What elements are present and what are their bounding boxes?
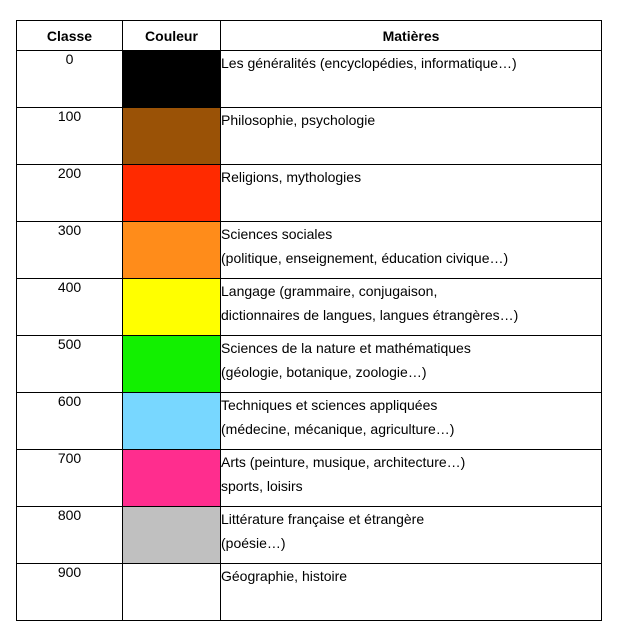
table-row: 100 Philosophie, psychologie (16, 107, 602, 165)
matieres-line-1: Arts (peinture, musique, architecture…) (221, 454, 466, 470)
matieres-cell: Techniques et sciences appliquées (médec… (220, 392, 602, 450)
color-swatch (122, 335, 221, 393)
matieres-line-1: Philosophie, psychologie (221, 112, 376, 128)
matieres-line-2: (médecine, mécanique, agriculture…) (221, 421, 455, 437)
matieres-line-2: sports, loisirs (221, 478, 303, 494)
matieres-line-2: dictionnaires de langues, langues étrang… (221, 307, 519, 323)
color-swatch (122, 506, 221, 564)
matieres-cell: Sciences de la nature et mathématiques (… (220, 335, 602, 393)
dewey-classification-table: Classe Couleur Matières 0 Les généralité… (16, 20, 602, 621)
table-row: 600 Techniques et sciences appliquées (m… (16, 392, 602, 450)
matieres-line-1: Littérature française et étrangère (221, 511, 425, 527)
matieres-line-1: Sciences sociales (221, 226, 333, 242)
table-row: 400 Langage (grammaire, conjugaison, dic… (16, 278, 602, 336)
classe-cell: 400 (16, 278, 123, 336)
table-row: 0 Les généralités (encyclopédies, inform… (16, 50, 602, 108)
matieres-cell: Les généralités (encyclopédies, informat… (220, 50, 602, 108)
matieres-line-1: Techniques et sciences appliquées (221, 397, 438, 413)
table-row: 200 Religions, mythologies (16, 164, 602, 222)
matieres-line-2: (géologie, botanique, zoologie…) (221, 364, 427, 380)
table-row: 700 Arts (peinture, musique, architectur… (16, 449, 602, 507)
table-row: 300 Sciences sociales (politique, enseig… (16, 221, 602, 279)
header-classe: Classe (16, 20, 123, 51)
classe-cell: 300 (16, 221, 123, 279)
matieres-line-1: Langage (grammaire, conjugaison, (221, 283, 438, 299)
table-row: 800 Littérature française et étrangère (… (16, 506, 602, 564)
color-swatch (122, 107, 221, 165)
classe-cell: 200 (16, 164, 123, 222)
matieres-line-2: (poésie…) (221, 535, 286, 551)
matieres-line-1: Géographie, histoire (221, 568, 348, 584)
matieres-line-2: (politique, enseignement, éducation civi… (221, 250, 509, 266)
header-matieres: Matières (220, 20, 602, 51)
matieres-cell: Langage (grammaire, conjugaison, diction… (220, 278, 602, 336)
color-swatch (122, 50, 221, 108)
table-row: 900 Géographie, histoire (16, 563, 602, 621)
color-swatch (122, 392, 221, 450)
matieres-line-1: Sciences de la nature et mathématiques (221, 340, 471, 356)
classe-cell: 800 (16, 506, 123, 564)
table-row: 500 Sciences de la nature et mathématiqu… (16, 335, 602, 393)
matieres-line-1: Religions, mythologies (221, 169, 362, 185)
color-swatch (122, 278, 221, 336)
matieres-cell: Géographie, histoire (220, 563, 602, 621)
classe-cell: 0 (16, 50, 123, 108)
header-row: Classe Couleur Matières (16, 20, 602, 51)
matieres-cell: Arts (peinture, musique, architecture…) … (220, 449, 602, 507)
classe-cell: 100 (16, 107, 123, 165)
color-swatch (122, 563, 221, 621)
color-swatch (122, 164, 221, 222)
matieres-cell: Religions, mythologies (220, 164, 602, 222)
matieres-cell: Littérature française et étrangère (poés… (220, 506, 602, 564)
table-body: 0 Les généralités (encyclopédies, inform… (16, 50, 602, 621)
classe-cell: 600 (16, 392, 123, 450)
matieres-cell: Philosophie, psychologie (220, 107, 602, 165)
matieres-cell: Sciences sociales (politique, enseigneme… (220, 221, 602, 279)
classe-cell: 900 (16, 563, 123, 621)
classe-cell: 500 (16, 335, 123, 393)
header-couleur: Couleur (122, 20, 221, 51)
color-swatch (122, 449, 221, 507)
matieres-line-1: Les généralités (encyclopédies, informat… (221, 55, 517, 71)
classe-cell: 700 (16, 449, 123, 507)
color-swatch (122, 221, 221, 279)
